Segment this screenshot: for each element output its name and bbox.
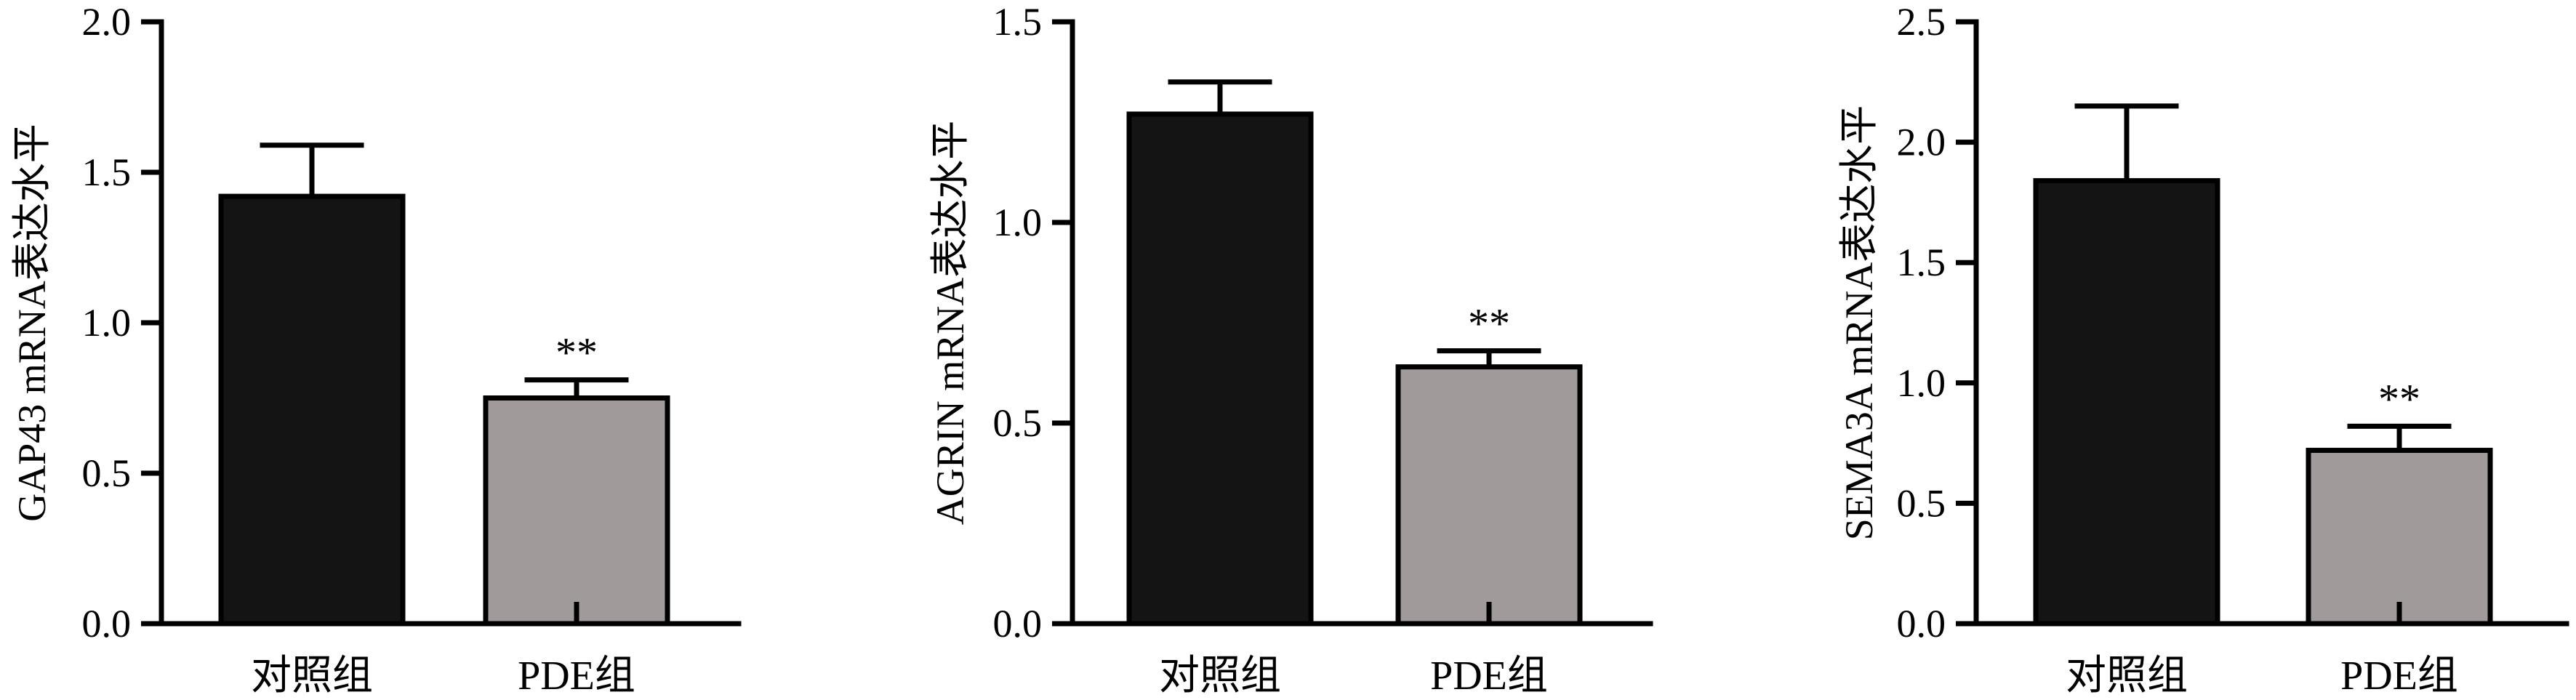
x-tick-label: 对照组 [2066, 653, 2188, 699]
x-tick-label: 对照组 [251, 653, 373, 699]
significance-marker: ** [1468, 300, 1510, 347]
x-tick-label: PDE组 [1430, 653, 1548, 699]
y-tick-label: 0.0 [993, 602, 1043, 645]
significance-marker: ** [555, 329, 598, 377]
bar-control [218, 193, 406, 627]
y-tick-label: 0.5 [993, 401, 1043, 445]
y-tick-label: 0.0 [1897, 602, 1946, 645]
y-tick-label: 1.5 [993, 0, 1043, 44]
y-tick-label: 2.0 [1897, 121, 1946, 164]
y-axis-label: SEMA3A mRNA表达水平 [1837, 105, 1881, 541]
y-tick-label: 1.5 [82, 150, 132, 194]
bar-pde [2306, 448, 2493, 627]
bar-control [2033, 178, 2220, 627]
y-tick-label: 0.5 [1897, 481, 1946, 525]
y-tick-label: 1.0 [993, 201, 1043, 244]
y-tick-label: 2.0 [82, 0, 132, 44]
y-tick-label: 1.0 [1897, 361, 1946, 405]
y-tick-label: 1.0 [82, 301, 132, 345]
x-tick-label: 对照组 [1159, 653, 1281, 699]
y-tick-label: 0.5 [82, 451, 132, 495]
y-tick-label: 1.5 [1897, 241, 1946, 284]
bar-pde [1395, 364, 1583, 627]
significance-marker: ** [2378, 375, 2420, 422]
y-axis-label: GAP43 mRNA表达水平 [10, 124, 54, 522]
bar-pde [483, 395, 670, 627]
bar-control [1126, 111, 1314, 627]
y-tick-label: 0.0 [82, 602, 132, 645]
y-tick-label: 2.5 [1897, 0, 1946, 44]
x-tick-label: PDE组 [2340, 653, 2458, 699]
y-axis-label: AGRIN mRNA表达水平 [928, 121, 972, 526]
x-tick-label: PDE组 [518, 653, 635, 699]
